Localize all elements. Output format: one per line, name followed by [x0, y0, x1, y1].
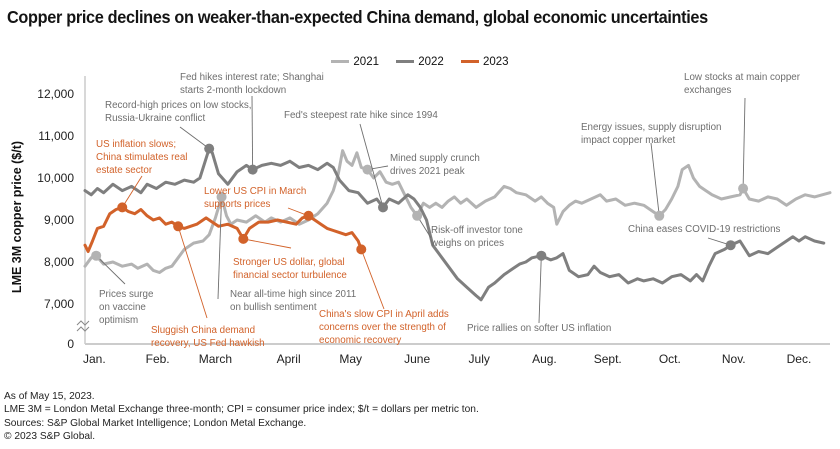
annotation-marker — [412, 210, 423, 221]
annotation-leader-line — [538, 255, 542, 324]
legend-label-2022: 2022 — [418, 55, 444, 68]
footnote-as-of: As of May 15, 2023. — [4, 391, 95, 402]
x-tick-label: Feb. — [146, 352, 170, 366]
legend-swatch-2021 — [331, 60, 350, 63]
annotation-text: China's slow CPI in April adds — [319, 309, 449, 320]
annotation-text: weighs on prices — [430, 238, 504, 249]
annotation-leader-line — [179, 126, 210, 149]
annotation-leader-line — [650, 142, 660, 216]
annotation-text: drives 2021 peak — [390, 166, 465, 177]
annotation-text: impact copper market — [581, 135, 675, 146]
y-tick-label-zero: 0 — [67, 337, 74, 351]
annotation-marker — [204, 143, 215, 154]
y-tick-label: 9,000 — [44, 213, 74, 227]
annotation-text: Fed's steepest rate hike since 1994 — [284, 110, 438, 121]
annotation-text: China stimulates real — [96, 152, 187, 163]
annotation-text: Mined supply crunch — [390, 153, 480, 164]
footnote-definitions: LME 3M = London Metal Exchange three-mon… — [4, 404, 479, 416]
annotation-text: Stronger US dollar, global — [233, 257, 345, 268]
annotation-text: China eases COVID-19 restrictions — [628, 224, 781, 235]
x-tick-label: April — [277, 352, 301, 366]
annotation-text: estate sector — [96, 165, 153, 176]
annotation-marker — [362, 164, 373, 175]
x-tick-label: March — [199, 352, 232, 366]
footnote-sources: Sources: S&P Global Market Intelligence;… — [4, 417, 307, 429]
y-tick-label: 10,000 — [37, 171, 74, 185]
y-axis-break-icon — [76, 320, 90, 332]
annotation-text: financial sector turbulence — [233, 270, 347, 281]
y-tick-label: 8,000 — [44, 255, 74, 269]
chart-title: Copper price declines on weaker-than-exp… — [7, 7, 708, 27]
annotation-leader-line — [251, 95, 254, 170]
legend-swatch-2022 — [396, 60, 415, 63]
annotation-text: US inflation slows; — [96, 139, 176, 150]
annotation-text: starts 2-month lockdown — [180, 85, 286, 96]
annotation-leader-line — [360, 249, 385, 310]
x-tick-label: May — [339, 352, 362, 366]
annotation-leader-line — [95, 255, 126, 285]
annotation-marker — [173, 221, 184, 232]
annotation-leader-line — [359, 123, 384, 208]
annotation-text: Lower US CPI in March — [204, 186, 306, 197]
annotation-leader-line — [742, 97, 746, 189]
annotation-marker — [238, 233, 249, 244]
legend-item-2022: 2022 — [396, 56, 444, 68]
annotation-text: Record-high prices on low stocks, — [105, 100, 251, 111]
legend-item-2023: 2023 — [461, 56, 509, 68]
annotation-text: economic recovery — [319, 335, 401, 346]
annotation-text: Near all-time high since 2011 — [230, 289, 356, 300]
annotation-text: on vaccine — [99, 302, 146, 313]
x-tick-label: Sept. — [594, 352, 622, 366]
y-tick-label: 11,000 — [38, 129, 74, 143]
x-tick-label: Oct. — [659, 352, 681, 366]
legend-label-2023: 2023 — [483, 55, 509, 68]
footnotes: As of May 15, 2023. LME 3M = London Meta… — [4, 390, 479, 443]
y-tick-label: 12,000 — [37, 87, 74, 101]
y-tick-label: 7,000 — [44, 297, 74, 311]
series-line-2023 — [83, 205, 363, 253]
annotation-marker — [725, 240, 736, 251]
annotation-text: Prices surge — [99, 289, 154, 300]
annotation-leader-line — [243, 238, 292, 249]
annotation-marker — [738, 183, 749, 194]
annotation-leader-line — [177, 226, 208, 319]
annotation-marker — [536, 250, 547, 261]
annotation-text: Russia-Ukraine conflict — [105, 113, 205, 124]
x-tick-label: Aug. — [532, 352, 557, 366]
legend-swatch-2023 — [461, 60, 479, 63]
x-tick-label: Dec. — [787, 352, 812, 366]
annotation-leader-line — [121, 175, 143, 208]
x-tick-label: July — [469, 352, 490, 366]
annotation-text: Price rallies on softer US inflation — [467, 323, 611, 334]
annotation-marker — [216, 191, 227, 202]
annotation-marker — [654, 210, 665, 221]
annotation-text: Fed hikes interest rate; Shanghai — [180, 72, 324, 83]
annotation-text: concerns over the strength of — [319, 322, 446, 333]
annotation-marker — [356, 244, 367, 255]
x-tick-label: Nov. — [722, 352, 746, 366]
annotation-marker — [378, 202, 388, 213]
annotation-text: Sluggish China demand — [151, 325, 255, 336]
annotation-text: supports prices — [204, 199, 271, 210]
series-line-2021 — [83, 149, 832, 274]
x-tick-label: June — [404, 352, 430, 366]
chart-legend: 2021 2022 2023 — [0, 54, 840, 68]
legend-item-2021: 2021 — [331, 56, 379, 68]
annotation-text: Risk-off investor tone — [431, 225, 523, 236]
annotation-marker — [303, 210, 314, 221]
annotation-text: exchanges — [684, 85, 731, 96]
annotation-text: on bullish sentiment — [230, 302, 317, 313]
annotation-leader-line — [217, 196, 223, 300]
annotation-text: Low stocks at main copper — [684, 72, 801, 83]
annotation-text: optimism — [99, 315, 138, 326]
annotation-text: Energy issues, supply disruption — [581, 122, 722, 133]
legend-label-2021: 2021 — [353, 55, 379, 68]
annotation-marker — [117, 202, 128, 213]
footnote-copyright: © 2023 S&P Global. — [4, 430, 96, 442]
annotation-text: recovery, US Fed hawkish — [151, 338, 265, 349]
x-tick-label: Jan. — [83, 352, 106, 366]
annotation-marker — [247, 164, 258, 175]
annotation-marker — [91, 250, 102, 261]
